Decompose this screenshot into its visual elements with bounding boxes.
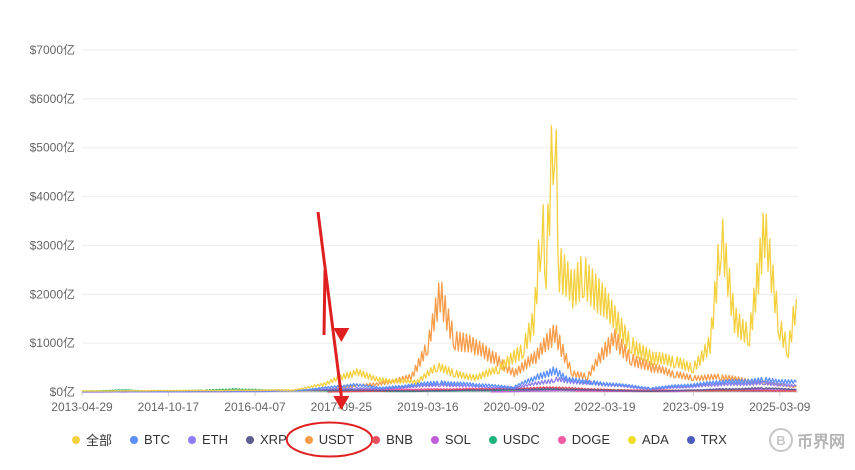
legend-label: TRX [700, 432, 727, 447]
legend-dot-icon [372, 435, 381, 444]
legend-dot-icon [488, 435, 497, 444]
legend-label: BTC [144, 432, 171, 447]
grid-lines [82, 49, 798, 393]
x-tick-label: 2014-10-17 [138, 400, 200, 414]
x-tick-label: 2025-03-09 [749, 400, 811, 414]
legend-item-USDC[interactable]: USDC [488, 432, 540, 447]
series-line-全部 [81, 125, 798, 392]
red-arrow-head [333, 396, 350, 410]
legend-item-BTC[interactable]: BTC [130, 432, 170, 447]
legend-dot-icon [304, 435, 313, 444]
legend-label: USDC [502, 432, 540, 447]
y-tick-label: $2000亿 [30, 286, 75, 301]
x-tick-label: 2020-09-02 [483, 400, 545, 414]
series-line-BNB [327, 386, 797, 393]
legend-dot-icon [557, 435, 566, 444]
y-tick-label: $3000亿 [30, 237, 75, 252]
watermark: B 币界网 [768, 428, 845, 452]
legend-item-全部[interactable]: 全部 [72, 430, 112, 449]
legend-dot-icon [130, 435, 139, 444]
series-lines [81, 125, 798, 393]
annotations [285, 211, 374, 458]
legend-label: ETH [202, 432, 229, 447]
x-tick-label: 2019-03-16 [397, 400, 459, 414]
legend: 全部 BTC ETH XRP USDT BNB SOL USDC DOGE ADA TRX [72, 430, 745, 449]
y-tick-label: $0亿 [50, 384, 75, 399]
legend-item-USDT[interactable]: USDT [304, 432, 355, 447]
legend-label: XRP [260, 432, 287, 447]
legend-label: ADA [642, 432, 669, 447]
legend-label: USDT [318, 432, 355, 447]
series-line-USDT [82, 281, 797, 393]
red-arrow-shaft [322, 269, 327, 336]
legend-label: BNB [386, 432, 413, 447]
legend-dot-icon [188, 435, 197, 444]
legend-item-SOL[interactable]: SOL [430, 432, 471, 447]
legend-item-BNB[interactable]: BNB [372, 432, 413, 447]
x-tick-label: 2013-04-29 [51, 400, 113, 414]
legend-dot-icon [628, 435, 637, 444]
legend-label: 全部 [86, 433, 113, 448]
red-arrow-head [333, 328, 350, 342]
watermark-text: 币界网 [796, 434, 845, 451]
y-tick-label: $6000亿 [30, 91, 75, 106]
y-tick-label: $1000亿 [30, 335, 75, 350]
x-tick-label: 2022-03-19 [574, 400, 636, 414]
legend-dot-icon [246, 435, 255, 444]
legend-dot-icon [686, 435, 695, 444]
x-tick-label: 2023-09-19 [663, 400, 725, 414]
y-tick-label: $7000亿 [30, 42, 75, 57]
x-tick-label: 2016-04-07 [224, 400, 286, 414]
legend-label: DOGE [571, 432, 611, 447]
legend-item-DOGE[interactable]: DOGE [557, 432, 611, 447]
x-axis: 2013-04-292014-10-172016-04-072017-09-25… [51, 392, 811, 414]
legend-label: SOL [444, 432, 471, 447]
legend-item-XRP[interactable]: XRP [246, 432, 287, 447]
legend-item-ADA[interactable]: ADA [628, 432, 669, 447]
y-tick-label: $4000亿 [30, 189, 75, 204]
series-line-ETH [82, 376, 797, 393]
watermark-logo-icon: B [768, 428, 793, 452]
legend-dot-icon [72, 435, 80, 444]
y-tick-label: $5000亿 [30, 140, 75, 155]
y-axis: $0亿 $1000亿 $2000亿 $3000亿 $4000亿 $5000亿 $6000亿 $… [30, 42, 75, 399]
legend-item-TRX[interactable]: TRX [686, 432, 727, 447]
legend-dot-icon [430, 435, 439, 444]
red-arrow-shaft [316, 211, 343, 397]
legend-item-ETH[interactable]: ETH [188, 432, 228, 447]
